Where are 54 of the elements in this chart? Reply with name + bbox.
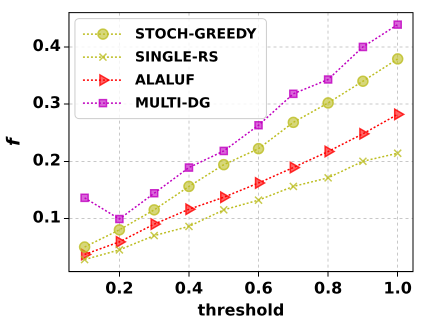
y-tick-label: 0.1	[32, 208, 61, 227]
point	[218, 158, 230, 170]
point	[289, 182, 298, 191]
point	[252, 142, 264, 154]
x-tick-label: 0.8	[314, 278, 342, 298]
point	[219, 146, 228, 156]
x-tick-label: 1.0	[384, 278, 412, 298]
point	[393, 148, 402, 158]
point	[393, 20, 402, 29]
point	[150, 188, 158, 198]
point	[183, 180, 195, 192]
x-tick-label: 0.6	[244, 278, 273, 298]
point	[116, 236, 126, 248]
point	[148, 204, 160, 216]
point	[358, 156, 368, 166]
legend-label: ALALUF	[134, 72, 195, 89]
point	[324, 75, 332, 84]
point	[78, 241, 90, 253]
point	[324, 146, 335, 158]
x-tick-label: 0.2	[105, 278, 134, 298]
legend-label: SINGLE-RS	[134, 50, 219, 66]
y-tick-label: 0.3	[32, 93, 61, 112]
point	[185, 203, 196, 216]
point	[115, 246, 124, 254]
y-axis-title: f	[3, 136, 24, 146]
legend-label: STOCH-GREEDY	[134, 26, 258, 43]
point	[150, 218, 161, 230]
point	[219, 206, 228, 214]
point	[394, 108, 404, 120]
point	[357, 75, 369, 87]
point	[220, 191, 230, 204]
point	[289, 90, 298, 98]
x-axis-title: threshold	[198, 300, 284, 320]
point	[324, 174, 332, 182]
point	[254, 177, 266, 189]
point	[254, 196, 263, 204]
point	[184, 222, 194, 231]
point	[80, 194, 89, 202]
x-tick-label: 0.4	[174, 278, 204, 298]
point	[392, 53, 404, 65]
point	[115, 214, 124, 224]
point	[288, 116, 300, 128]
legend-label: MULTI-DG	[134, 96, 211, 112]
point	[358, 42, 368, 52]
point	[114, 224, 126, 236]
point	[359, 128, 370, 140]
point	[184, 163, 194, 172]
point	[150, 231, 158, 240]
point	[80, 255, 89, 264]
y-tick-label: 0.4	[32, 36, 61, 56]
point	[322, 97, 334, 109]
point	[254, 120, 263, 130]
point	[290, 162, 300, 174]
y-tick-label: 0.2	[32, 150, 61, 170]
